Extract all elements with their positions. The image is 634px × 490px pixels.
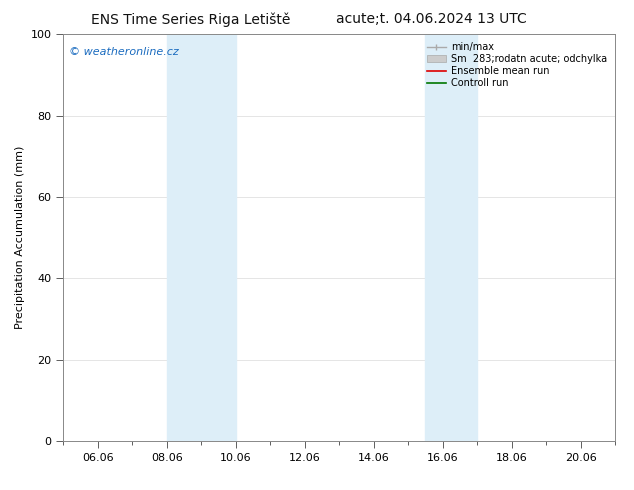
Bar bbox=[167, 34, 236, 441]
Text: © weatheronline.cz: © weatheronline.cz bbox=[69, 47, 179, 56]
Legend: min/max, Sm  283;rodatn acute; odchylka, Ensemble mean run, Controll run: min/max, Sm 283;rodatn acute; odchylka, … bbox=[424, 39, 610, 91]
Y-axis label: Precipitation Accumulation (mm): Precipitation Accumulation (mm) bbox=[15, 146, 25, 329]
Text: acute;t. 04.06.2024 13 UTC: acute;t. 04.06.2024 13 UTC bbox=[336, 12, 526, 26]
Text: ENS Time Series Riga Letiště: ENS Time Series Riga Letiště bbox=[91, 12, 290, 27]
Bar bbox=[425, 34, 477, 441]
